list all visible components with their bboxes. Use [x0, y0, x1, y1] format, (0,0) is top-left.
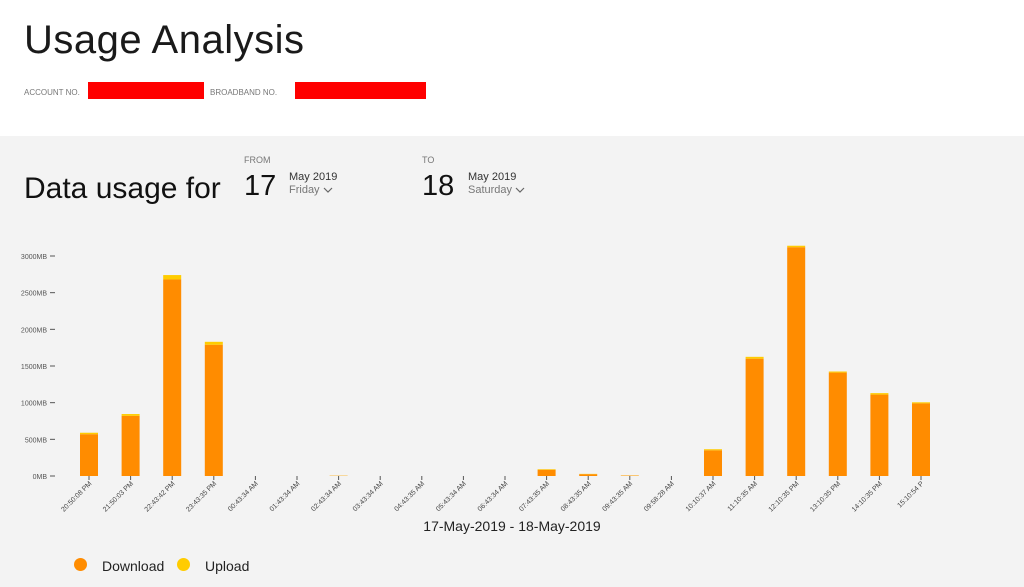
download-bar [579, 474, 598, 476]
x-tick-label: 14:10:35 PM [851, 480, 884, 513]
upload-bar [704, 449, 722, 451]
from-label: FROM [244, 155, 271, 165]
x-tick-label: 04:43:35 AM [393, 480, 426, 513]
download-bar [828, 372, 847, 476]
x-tick-label: 06:43:34 AM [477, 480, 510, 513]
x-tick-label: 12:10:35 PM [768, 480, 801, 513]
y-tick-label: 2500MB [21, 291, 47, 298]
upload-bar [121, 414, 140, 416]
x-tick-label: 08:43:35 AM [560, 480, 593, 513]
x-tick-label: 02:43:34 AM [310, 480, 343, 513]
upload-bar [204, 341, 223, 345]
download-bar [870, 394, 889, 476]
y-tick-label: 1500MB [21, 364, 47, 371]
download-bar [745, 358, 764, 476]
y-tick-label: 2000MB [21, 327, 47, 334]
to-day: 18 [422, 170, 455, 202]
x-axis-label: 17-May-2019 - 18-May-2019 [423, 518, 601, 534]
x-tick-label: 10:10:37 AM [685, 480, 718, 513]
legend-upload-label: Upload [205, 558, 250, 574]
to-label: TO [422, 155, 435, 165]
x-tick-label: 05:43:34 AM [435, 480, 468, 513]
from-day: 17 [244, 170, 277, 202]
x-tick-label: 20:50:08 PM [60, 480, 93, 513]
x-tick-label: 00:43:34 AM [227, 480, 260, 513]
download-swatch [74, 558, 87, 571]
upload-bar [537, 469, 556, 470]
from-weekday-dropdown[interactable]: Friday [289, 184, 333, 196]
upload-bar [870, 393, 889, 395]
upload-bar [745, 356, 764, 359]
chevron-down-icon [323, 184, 333, 196]
broadband-number-redacted [295, 82, 426, 99]
upload-bar [80, 432, 98, 435]
broadband-number-label: BROADBAND NO. [210, 88, 278, 97]
from-weekday: Friday [289, 184, 320, 196]
y-tick-label: 0MB [33, 474, 48, 481]
upload-bar [912, 402, 930, 404]
x-tick-label: 21:50:03 PM [102, 480, 135, 513]
download-bar [537, 469, 556, 476]
download-bar [163, 279, 182, 476]
to-weekday: Saturday [468, 184, 513, 196]
download-bar [704, 450, 722, 476]
y-tick-label: 1000MB [21, 401, 47, 408]
account-number-label: ACCOUNT NO. [24, 88, 80, 97]
x-tick-label: 01:43:34 AM [269, 480, 302, 513]
legend-download-label: Download [102, 558, 165, 574]
download-bar [912, 403, 930, 476]
download-bar [787, 247, 806, 476]
x-tick-label: 22:43:42 PM [144, 480, 177, 513]
x-tick-label: 07:43:35 AM [518, 480, 551, 513]
x-tick-label: 09:58:28 AM [643, 480, 676, 513]
download-bar [80, 434, 98, 476]
x-tick-label: 11:10:35 AM [727, 480, 759, 512]
upload-bar [163, 275, 182, 280]
x-tick-label: 13:10:35 PM [809, 480, 842, 513]
download-bar [121, 415, 140, 476]
page-title: Usage Analysis [24, 18, 305, 62]
x-tick-label: 23:43:35 PM [185, 480, 218, 513]
upload-bar [828, 371, 847, 373]
y-tick-label: 500MB [25, 437, 48, 444]
upload-swatch [177, 558, 190, 571]
x-tick-label: 03:43:34 AM [352, 480, 385, 513]
x-tick-label: 15:10:54 P [897, 480, 926, 509]
x-tick-label: 09:43:35 AM [601, 480, 634, 513]
upload-bar [787, 245, 806, 248]
download-bar [204, 344, 223, 476]
chevron-down-icon [515, 184, 525, 196]
account-number-redacted [88, 82, 204, 99]
usage-bar-chart: 0MB 500MB 1000MB 1500MB 2000MB 2500MB 3000MB 20… [21, 245, 930, 513]
y-tick-label: 3000MB [21, 254, 47, 261]
data-usage-heading: Data usage for [24, 172, 221, 205]
from-month: May 2019 [289, 171, 338, 183]
to-weekday-dropdown[interactable]: Saturday [468, 184, 525, 196]
to-month: May 2019 [468, 171, 517, 183]
